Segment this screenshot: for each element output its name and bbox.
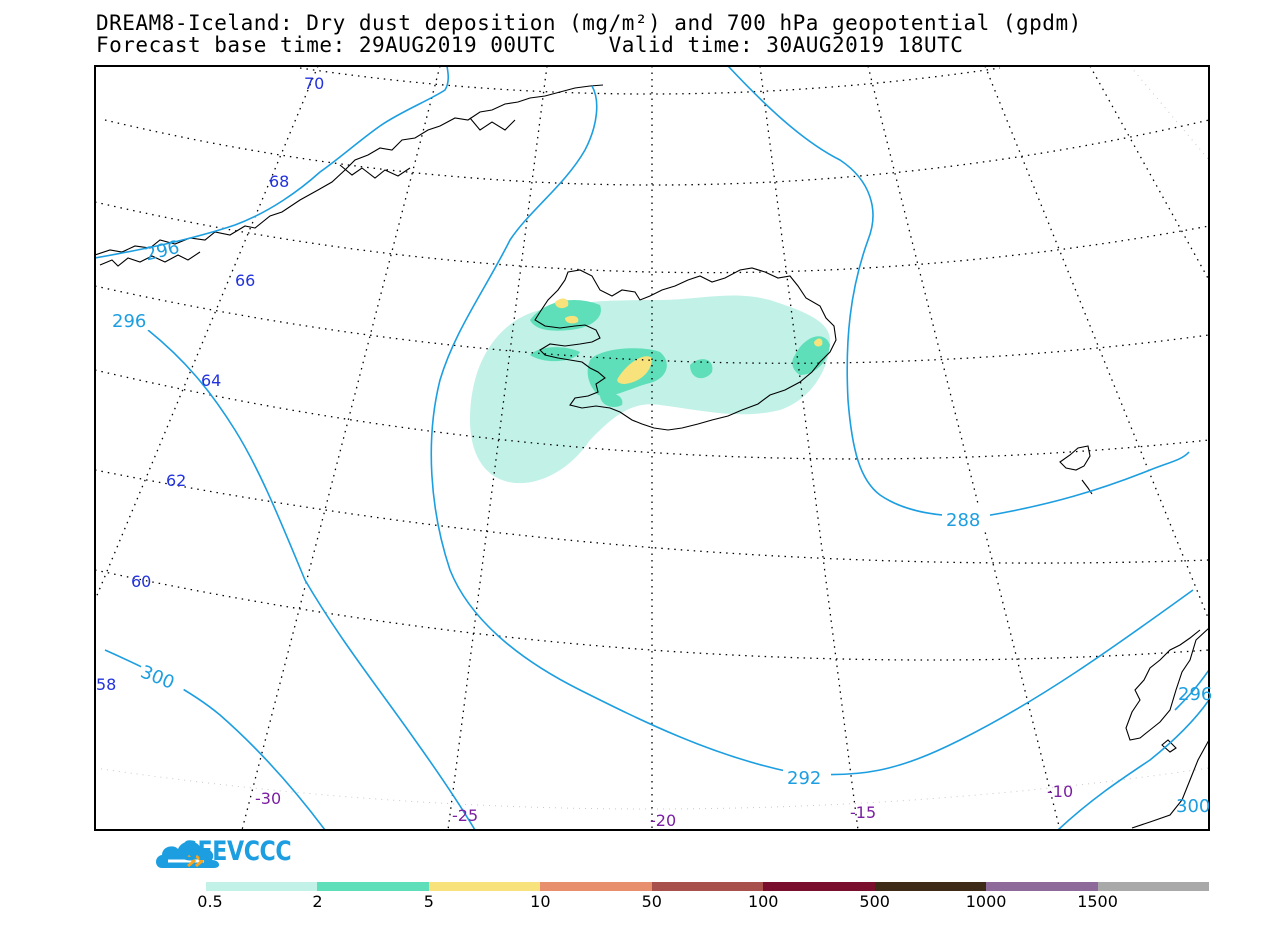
map-frame <box>94 65 1210 831</box>
legend-label: 100 <box>747 892 779 911</box>
lat-label-60: 60 <box>131 572 151 591</box>
legend-swatch <box>874 882 987 891</box>
lat-label-62: 62 <box>166 471 186 490</box>
dust-deposition-layer <box>470 295 830 484</box>
contour-label-296-clipped: 296 <box>143 237 181 266</box>
logo-text: SEEVCCC <box>182 836 292 867</box>
legend-label: 5 <box>423 892 434 911</box>
legend-label: 0.5 <box>197 892 223 911</box>
legend-swatch <box>540 882 652 891</box>
dust-area-medium-6 <box>600 393 623 407</box>
contour-line-296-west <box>95 66 450 259</box>
contour-label-300-east: 300 <box>1176 796 1210 817</box>
contour-line-292-loop <box>430 85 1194 776</box>
outer-graticule <box>95 66 1209 810</box>
lat-label-58: 58 <box>96 675 116 694</box>
legend-label: 500 <box>859 892 890 911</box>
lon-label-minus30: -30 <box>255 789 281 808</box>
dust-area-yellow-2 <box>555 298 569 309</box>
lat-label-64: 64 <box>201 371 221 390</box>
dust-area-yellow-3 <box>565 315 579 324</box>
contour-line-296-east <box>1174 669 1209 711</box>
dust-area-yellow-1 <box>617 356 652 384</box>
map-title: DREAM8-Iceland: Dry dust deposition (mg/… <box>96 11 1082 35</box>
legend-swatch <box>763 882 875 891</box>
contour-label-296-east: 296 <box>1178 684 1212 705</box>
legend-label: 50 <box>641 892 662 911</box>
map-subtitle: Forecast base time: 29AUG2019 00UTC Vali… <box>96 33 964 57</box>
color-legend <box>206 882 1209 891</box>
contour-label-300: 300 <box>137 661 177 693</box>
lon-label-minus20: -20 <box>650 811 676 830</box>
contour-line-288 <box>727 66 1190 518</box>
legend-swatch <box>1097 882 1209 891</box>
lon-label-minus15: -15 <box>850 803 876 822</box>
legend-label: 2 <box>312 892 323 911</box>
contour-line-300-east <box>1057 699 1209 830</box>
dust-area-medium-3 <box>530 300 601 331</box>
contour-label-296: 296 <box>112 311 146 332</box>
contour-labels: 296 300 288 292 296 296 300 <box>108 237 1212 817</box>
legend-swatch <box>206 882 318 891</box>
legend-swatch <box>317 882 429 891</box>
iceland-coastline <box>534 267 837 431</box>
contour-line-296-main <box>147 329 476 830</box>
geopotential-contours <box>95 66 1209 830</box>
contour-label-288: 288 <box>946 510 980 531</box>
lon-label-minus25: -25 <box>452 806 478 825</box>
legend-swatch <box>428 882 541 891</box>
coastlines <box>95 84 1209 829</box>
dust-area-medium-1 <box>530 347 580 362</box>
graticule <box>95 66 1209 830</box>
legend-swatch <box>986 882 1098 891</box>
cloud-icon <box>156 841 220 868</box>
legend-label: 1000 <box>965 892 1007 911</box>
contour-label-292: 292 <box>787 768 821 789</box>
lat-label-66: 66 <box>235 271 255 290</box>
dust-area-yellow-4 <box>814 338 823 347</box>
legend-swatch <box>651 882 764 891</box>
lon-label-minus10: -10 <box>1047 782 1073 801</box>
dust-area-light <box>470 295 830 484</box>
latitude-labels: 70 68 66 64 62 60 58 <box>96 74 324 694</box>
longitude-labels: -30 -25 -20 -15 -10 <box>255 782 1073 830</box>
dust-area-medium-4 <box>690 359 713 379</box>
seevccc-logo <box>156 841 220 868</box>
legend-label: 10 <box>530 892 551 911</box>
lat-label-70: 70 <box>304 74 324 93</box>
dust-area-medium-5 <box>792 336 830 375</box>
legend-label: 1500 <box>1077 892 1118 911</box>
legend-labels: 0.5 2 5 10 50 100 500 1000 1500 <box>0 892 1271 916</box>
lat-label-68: 68 <box>269 172 289 191</box>
